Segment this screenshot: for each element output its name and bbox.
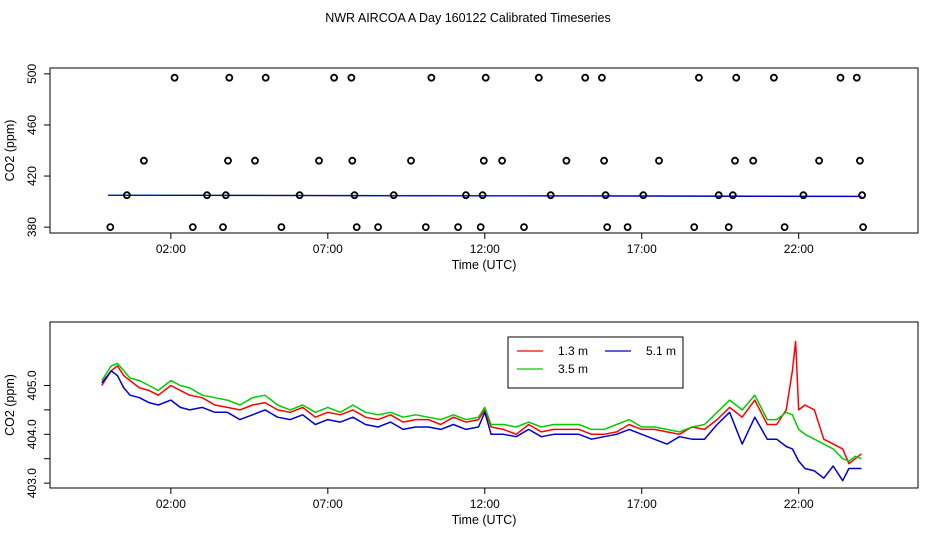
data-point xyxy=(203,191,211,200)
data-point xyxy=(731,156,739,165)
x-tick-label: 02:00 xyxy=(156,242,186,256)
data-point xyxy=(221,191,230,200)
data-point xyxy=(123,191,131,200)
plot-frame xyxy=(49,67,919,234)
data-point xyxy=(478,191,487,200)
data-point xyxy=(598,73,606,82)
x-tick-label: 02:00 xyxy=(156,497,186,511)
data-point xyxy=(277,223,286,232)
data-point xyxy=(562,156,571,165)
data-point xyxy=(815,156,823,165)
x-tick-label: 12:00 xyxy=(470,497,500,511)
data-point xyxy=(600,156,608,165)
data-point xyxy=(352,223,361,232)
data-point xyxy=(639,191,648,200)
x-tick-label: 07:00 xyxy=(313,242,343,256)
chart-title: NWR AIRCOA A Day 160122 Calibrated Times… xyxy=(325,11,611,25)
data-point xyxy=(655,156,663,165)
data-point xyxy=(347,73,356,82)
data-point xyxy=(498,156,507,165)
y-tick-label: 420 xyxy=(25,166,39,186)
data-point xyxy=(780,223,789,232)
data-point xyxy=(407,156,415,165)
data-point xyxy=(695,73,703,82)
data-point xyxy=(603,223,612,232)
data-point xyxy=(295,191,304,200)
data-point xyxy=(350,191,359,200)
data-point xyxy=(170,73,179,82)
data-point xyxy=(799,191,808,200)
x-tick-label: 22:00 xyxy=(784,242,814,256)
data-point xyxy=(601,191,610,200)
data-point xyxy=(859,223,867,232)
legend-label: 1.3 m xyxy=(558,344,588,358)
data-point xyxy=(454,223,463,232)
x-tick-label: 07:00 xyxy=(313,497,343,511)
y-tick-label: 500 xyxy=(25,64,39,84)
x-axis-label: Time (UTC) xyxy=(452,258,517,272)
x-axis-label: Time (UTC) xyxy=(452,513,517,527)
data-point xyxy=(479,156,488,165)
series-line-35m xyxy=(101,362,862,462)
y-axis-label: CO2 (ppm) xyxy=(3,374,17,436)
data-point xyxy=(836,73,845,82)
data-point xyxy=(852,73,861,82)
y-tick-label: 380 xyxy=(25,217,39,237)
data-point xyxy=(520,223,528,232)
data-point xyxy=(581,73,590,82)
data-point xyxy=(728,191,737,200)
data-point xyxy=(374,223,383,232)
data-point xyxy=(139,156,148,165)
data-point xyxy=(481,73,490,82)
data-point xyxy=(714,191,723,200)
x-tick-label: 12:00 xyxy=(470,242,500,256)
data-point xyxy=(724,223,733,232)
data-point xyxy=(106,223,115,232)
data-point xyxy=(219,223,227,232)
data-point xyxy=(348,156,357,165)
series-group xyxy=(101,340,862,482)
data-point xyxy=(732,73,741,82)
data-point xyxy=(623,223,632,232)
data-point xyxy=(534,73,543,82)
data-point xyxy=(770,73,778,82)
plot-frame xyxy=(49,321,919,489)
legend-label: 5.1 m xyxy=(646,344,676,358)
series-line-13m xyxy=(101,340,862,465)
scatter-points xyxy=(106,73,867,232)
data-point xyxy=(858,191,866,200)
data-point xyxy=(251,156,259,165)
legend-label: 3.5 m xyxy=(558,362,588,376)
data-point xyxy=(421,223,430,232)
data-point xyxy=(461,191,470,200)
data-point xyxy=(690,223,699,232)
y-tick-label: 404.0 xyxy=(25,419,39,449)
data-point xyxy=(389,191,398,200)
data-point xyxy=(749,156,758,165)
y-tick-label: 403.0 xyxy=(25,468,39,498)
x-tick-label: 17:00 xyxy=(627,497,657,511)
data-point xyxy=(856,156,864,165)
series-line-51m xyxy=(101,370,862,482)
y-tick-label: 460 xyxy=(25,115,39,135)
data-point xyxy=(224,156,232,165)
data-point xyxy=(427,73,436,82)
legend-box xyxy=(507,336,684,389)
x-tick-label: 22:00 xyxy=(784,497,814,511)
data-point xyxy=(188,223,197,232)
y-axis-label: CO2 (ppm) xyxy=(3,120,17,182)
data-point xyxy=(261,73,270,82)
y-tick-label: 405.0 xyxy=(25,370,39,400)
data-point xyxy=(225,73,234,82)
x-tick-label: 17:00 xyxy=(627,242,657,256)
data-point xyxy=(330,73,339,82)
data-point xyxy=(546,191,555,200)
data-point xyxy=(315,156,323,165)
data-point xyxy=(476,223,485,232)
